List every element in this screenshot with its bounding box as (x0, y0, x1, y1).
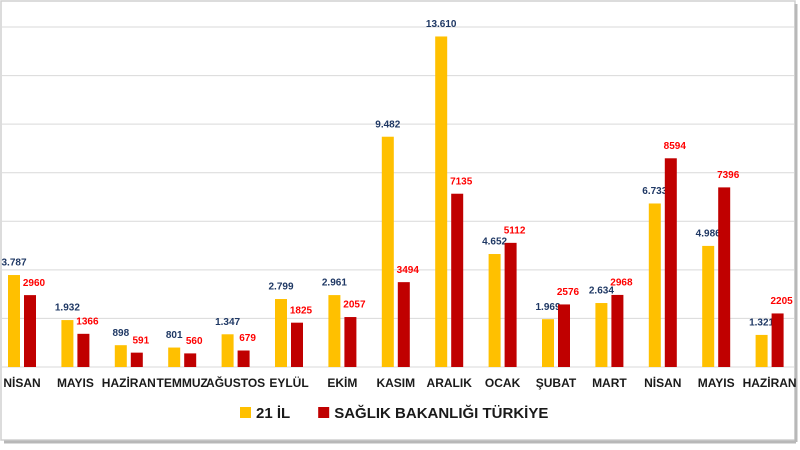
value-label: 1366 (76, 316, 99, 327)
value-label: 1.321 (749, 318, 774, 329)
bar (344, 317, 357, 367)
value-label: 679 (239, 333, 256, 344)
x-tick-label: MAYIS (57, 376, 94, 390)
bar (275, 299, 287, 367)
bar (381, 136, 394, 367)
bar (237, 350, 250, 367)
bar (328, 295, 341, 367)
x-tick-label: MAYIS (698, 376, 735, 390)
value-label: 2057 (343, 300, 366, 311)
x-tick-label: TEMMUZ (157, 376, 208, 390)
bar (397, 282, 410, 367)
x-tick-label: ARALIK (427, 376, 473, 390)
bar (771, 313, 784, 367)
bar (488, 254, 501, 367)
x-tick-label: OCAK (485, 376, 521, 390)
value-label: 2.634 (589, 286, 614, 297)
bar (77, 333, 90, 367)
x-tick-label: EKİM (327, 375, 357, 390)
bar (718, 187, 731, 367)
value-label: 591 (132, 335, 149, 346)
value-label: 560 (186, 336, 203, 347)
x-tick-label: EYLÜL (269, 375, 308, 390)
bar (435, 36, 448, 367)
value-label: 1.969 (535, 302, 560, 313)
value-label: 5112 (504, 225, 526, 236)
value-label: 1.932 (55, 303, 80, 314)
bar (755, 334, 768, 367)
bar (542, 319, 554, 367)
value-label: 2968 (610, 278, 633, 289)
bar (221, 334, 234, 367)
value-label: 2.799 (268, 282, 293, 293)
value-label: 1.347 (215, 317, 240, 328)
value-label: 4.652 (482, 237, 507, 248)
value-label: 7135 (450, 176, 473, 187)
bar (504, 242, 517, 367)
bar (8, 275, 20, 367)
bar (558, 304, 570, 367)
x-tick-label: AĞUSTOS (206, 375, 265, 390)
bar (168, 347, 181, 367)
bar (664, 158, 677, 367)
bar (702, 245, 715, 367)
x-tick-label: HAZİRAN (743, 375, 797, 390)
value-label: 3494 (397, 265, 420, 276)
value-label: 13.610 (426, 19, 457, 30)
value-label: 2576 (557, 287, 580, 298)
x-tick-label: HAZİRAN (102, 375, 156, 390)
legend-swatch (240, 407, 251, 418)
value-label: 2.961 (322, 278, 347, 289)
bar (451, 193, 464, 367)
value-label: 1825 (290, 305, 313, 316)
value-label: 2960 (23, 278, 46, 289)
bar (61, 320, 74, 367)
bar (114, 345, 127, 367)
value-label: 6.733 (642, 186, 667, 197)
legend-label: SAĞLIK BAKANLIĞI TÜRKİYE (334, 404, 548, 422)
bar (291, 322, 303, 367)
x-tick-label: MART (592, 376, 627, 390)
value-label: 898 (112, 328, 129, 339)
value-label: 3.787 (1, 258, 26, 269)
legend-swatch (318, 407, 330, 418)
bar (648, 203, 661, 367)
bar (184, 353, 197, 367)
x-tick-label: NİSAN (3, 375, 40, 390)
x-tick-label: ŞUBAT (536, 376, 577, 390)
x-tick-label: KASIM (376, 376, 415, 390)
bar (611, 294, 624, 367)
bar (595, 303, 608, 367)
value-label: 4.986 (696, 229, 721, 240)
x-tick-label: NİSAN (644, 375, 681, 390)
bar (24, 295, 36, 367)
value-label: 8594 (664, 141, 687, 152)
value-label: 2205 (770, 296, 793, 307)
legend-label: 21 İL (256, 405, 290, 422)
bar (130, 352, 143, 367)
value-label: 801 (166, 330, 183, 341)
value-label: 9.482 (375, 119, 400, 130)
value-label: 7396 (717, 170, 740, 181)
